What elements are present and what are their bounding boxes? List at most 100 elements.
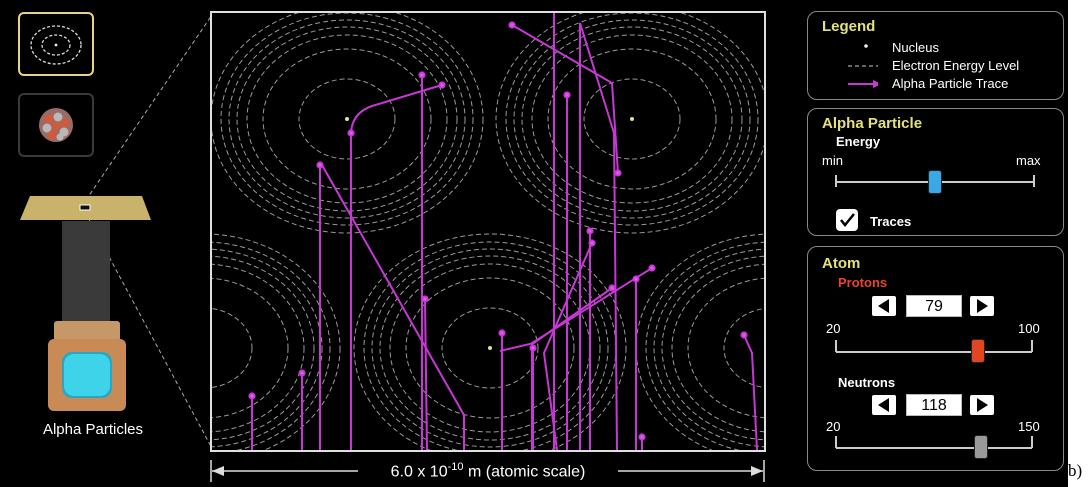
- protons-increment-button[interactable]: [970, 296, 994, 316]
- neutrons-increment-button[interactable]: [970, 395, 994, 415]
- neutrons-decrement-button[interactable]: [872, 395, 896, 415]
- gun-collar: [54, 321, 120, 341]
- alpha-particle-trace: [531, 267, 653, 450]
- atom-view-icon: [30, 25, 82, 65]
- alpha-particle: [638, 433, 646, 441]
- nucleus-view-icon: [39, 108, 73, 142]
- energy-slider-min-tick: [835, 175, 837, 187]
- legend-label-trace: Alpha Particle Trace: [892, 76, 1009, 91]
- energy-level-ring: [212, 248, 323, 448]
- energy-level-ring: [723, 308, 764, 388]
- foil-target-marker: [79, 204, 91, 211]
- alpha-particle: [438, 81, 446, 89]
- alpha-particle-trace: [542, 242, 593, 450]
- legend-label-energy-level: Electron Energy Level: [892, 58, 1020, 73]
- alpha-particle: [614, 169, 622, 177]
- scale-exponent: -10: [447, 461, 464, 473]
- alpha-particle: [740, 331, 748, 339]
- alpha-particle: [632, 275, 640, 283]
- traces-label: Traces: [870, 214, 912, 229]
- nuclei: [345, 117, 634, 350]
- alpha-particle-trace: [321, 164, 465, 450]
- energy-level-ring: [220, 13, 474, 226]
- alpha-particle-trace: [499, 287, 613, 352]
- energy-level-ring: [531, 34, 733, 204]
- gun-barrel: [62, 221, 110, 321]
- traces-checkbox[interactable]: [836, 209, 858, 231]
- protons-min-label: 20: [826, 321, 841, 336]
- nucleus-dot: [345, 117, 349, 121]
- legend-label-nucleus: Nucleus: [892, 40, 939, 55]
- fire-button[interactable]: [64, 354, 110, 396]
- trace-arrow-icon: [848, 80, 878, 88]
- energy-level-ring: [653, 248, 764, 448]
- alpha-particle: [586, 227, 594, 235]
- legend-item-energy-level: Electron Energy Level: [808, 58, 1065, 74]
- neutrons-label: Neutrons: [838, 375, 896, 390]
- neutrons-slider-track[interactable]: [836, 447, 1032, 449]
- scale-label: 6.0 x 10-10 m (atomic scale): [358, 461, 618, 482]
- alpha-particle: [347, 129, 355, 137]
- checkmark-icon: [840, 213, 855, 227]
- nucleus-view-button[interactable]: [18, 93, 94, 157]
- neutrons-min-label: 20: [826, 419, 841, 434]
- energy-level-ring: [583, 78, 681, 160]
- alpha-particle: [316, 161, 324, 169]
- energy-slider-thumb[interactable]: [928, 170, 942, 194]
- energy-level-ring: [645, 241, 764, 450]
- triangle-left-icon: [878, 299, 889, 313]
- energy-level-ring: [298, 78, 396, 160]
- energy-slider-max-tick: [1033, 175, 1035, 187]
- energy-level-ring: [212, 277, 289, 419]
- nucleus-dot: [488, 346, 492, 350]
- protons-decrement-button[interactable]: [872, 296, 896, 316]
- energy-level-ring: [513, 19, 751, 219]
- triangle-right-icon: [977, 299, 988, 313]
- protons-slider-min-tick: [835, 340, 837, 352]
- protons-slider-track[interactable]: [836, 351, 1032, 353]
- alpha-particle-title: Alpha Particle: [822, 115, 923, 132]
- alpha-particle: [563, 91, 571, 99]
- protons-label: Protons: [838, 275, 888, 290]
- alpha-particle: [648, 264, 656, 272]
- alpha-particle-trace: [424, 298, 428, 450]
- neutrons-slider-max-tick: [1031, 436, 1033, 448]
- nucleus-icon: [864, 44, 868, 48]
- energy-level-ring: [441, 307, 539, 389]
- alpha-particle: [588, 239, 596, 247]
- protons-value[interactable]: 79: [906, 295, 962, 317]
- energy-min-label: min: [822, 153, 843, 168]
- alpha-particle-trace: [511, 24, 619, 174]
- protons-slider-max-tick: [1031, 340, 1033, 352]
- energy-level-ring: [353, 233, 627, 450]
- energy-level-ring: [687, 277, 764, 419]
- atom-view-button[interactable]: [18, 12, 94, 76]
- energy-level-ring: [371, 248, 609, 448]
- atom-title: Atom: [822, 255, 861, 272]
- energy-level-ring: [495, 13, 764, 234]
- zoom-line-top: [85, 11, 215, 201]
- energy-level-ring: [521, 26, 743, 212]
- energy-level-ring: [212, 255, 315, 441]
- energy-level-ring: [212, 233, 341, 450]
- energy-level-ring: [379, 255, 601, 441]
- alpha-particle-trace: [743, 334, 758, 450]
- simulation-area[interactable]: [210, 11, 766, 452]
- alpha-particle: [529, 344, 537, 352]
- legend-panel: Legend Nucleus Electron Energy Level Alp…: [807, 11, 1064, 100]
- alpha-traces: [248, 13, 758, 450]
- alpha-particle: [298, 369, 306, 377]
- alpha-particle: [248, 392, 256, 400]
- neutrons-max-label: 150: [1018, 419, 1040, 434]
- neutrons-slider-thumb[interactable]: [974, 435, 988, 459]
- neutrons-value[interactable]: 118: [906, 394, 962, 416]
- alpha-particle: [421, 295, 429, 303]
- scale-value: 6.0 x 10: [390, 463, 448, 481]
- energy-level-ring: [212, 308, 253, 388]
- triangle-left-icon: [878, 398, 889, 412]
- energy-level-ring: [246, 34, 448, 204]
- protons-slider-thumb[interactable]: [971, 339, 985, 363]
- energy-max-label: max: [1016, 153, 1041, 168]
- energy-level-ring: [671, 263, 764, 433]
